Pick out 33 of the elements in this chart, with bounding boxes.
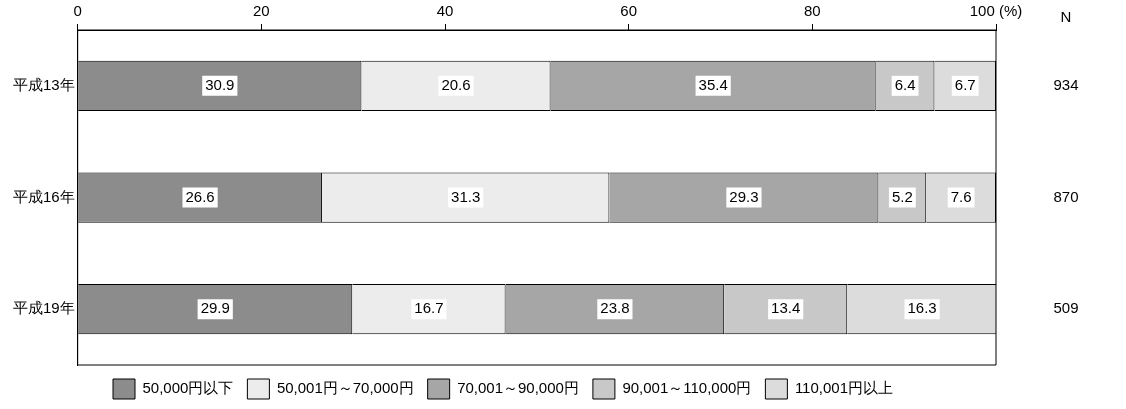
legend-label: 70,001～90,000円 (457, 379, 579, 397)
text: 934 (1053, 75, 1079, 93)
text: 870 (1053, 187, 1079, 205)
data-label: 29.9 (200, 299, 230, 317)
legend-label: 50,001円～70,000円 (276, 379, 414, 397)
data-label: 7.6 (950, 187, 972, 205)
x-tick-label: 40 (436, 2, 454, 20)
data-label: 31.3 (451, 187, 481, 205)
x-tick-label: 0 (73, 2, 82, 20)
data-label: 6.4 (894, 75, 916, 93)
x-tick-label: 20 (253, 2, 270, 20)
y-tick-label: 平成16年 (13, 187, 75, 205)
legend-label: 50,000円以下 (142, 379, 234, 397)
text: N (1060, 8, 1072, 26)
data-label: 30.9 (205, 75, 235, 93)
data-label: 13.4 (771, 299, 801, 317)
data-label: 23.8 (600, 299, 630, 317)
data-label: 16.3 (907, 299, 937, 317)
data-label: 6.7 (954, 75, 976, 93)
legend-label: 90,001～110,000円 (622, 379, 752, 397)
data-label: 5.2 (891, 187, 913, 205)
data-label: 16.7 (414, 299, 444, 317)
legend-label: 110,001円以上 (794, 379, 893, 397)
text: 509 (1053, 299, 1079, 317)
data-label: 26.6 (185, 187, 215, 205)
data-label: 29.3 (729, 187, 759, 205)
x-tick-label: 100 (%) (969, 2, 1023, 20)
x-tick-label: 60 (620, 2, 638, 20)
data-label: 35.4 (698, 75, 728, 93)
y-tick-label: 平成19年 (13, 299, 75, 317)
data-label: 20.6 (441, 75, 471, 93)
x-tick-label: 80 (803, 2, 821, 20)
y-tick-label: 平成13年 (13, 75, 75, 93)
